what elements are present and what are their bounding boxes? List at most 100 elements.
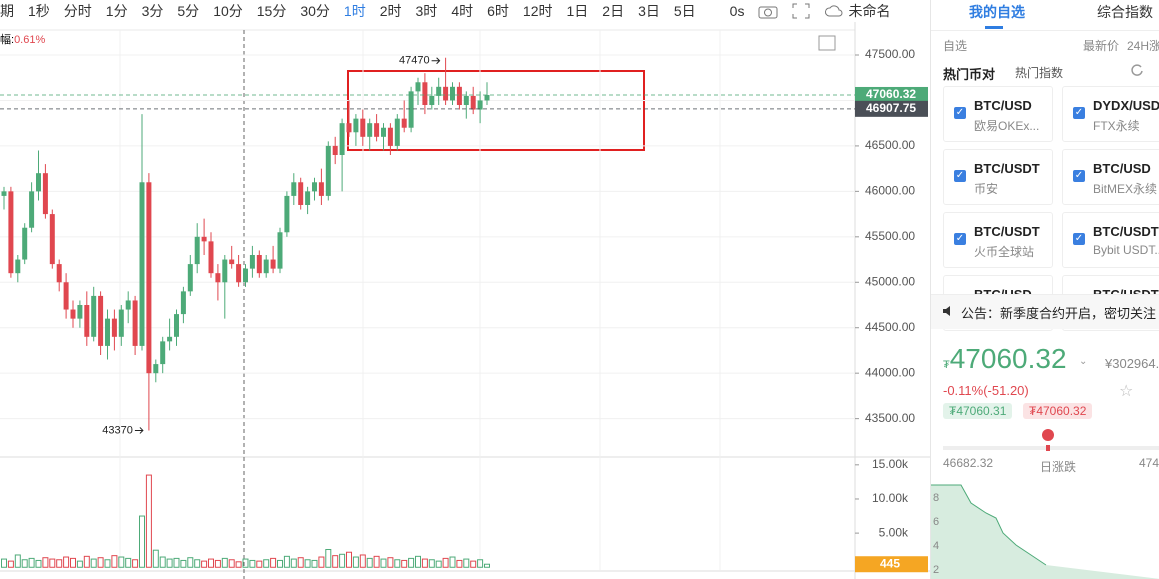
candle-body — [381, 127, 386, 137]
pair-card[interactable]: ✓ BTC/USDT Bybit USDT... — [1062, 212, 1159, 268]
candle-body — [118, 309, 124, 337]
y-tick-label: 44000.00 — [865, 365, 915, 379]
volume-bar — [166, 558, 173, 568]
volume-bar — [380, 558, 387, 568]
volume-bar — [415, 555, 421, 568]
change-label-text: 幅: — [0, 33, 14, 46]
volume-bar — [263, 559, 270, 568]
subtab[interactable]: 热门币对 — [943, 67, 996, 82]
interval-button[interactable]: 1日 — [566, 3, 589, 19]
layout-name[interactable]: 未命名 — [848, 3, 891, 19]
volume-tick-label: 10.00k — [872, 491, 909, 505]
speaker-icon — [943, 306, 950, 316]
volume-bar — [304, 559, 311, 568]
interval-button[interactable]: 1分 — [105, 3, 128, 19]
interval-button[interactable]: 3日 — [638, 3, 660, 19]
candle-body — [484, 94, 490, 101]
highlight-box — [347, 70, 645, 151]
price-tag-label: 46907.75 — [866, 101, 916, 115]
last-price: 47060.32 — [949, 343, 1067, 374]
checkbox: ✓ — [954, 107, 966, 119]
low-label: 43370 — [102, 424, 133, 436]
interval-button[interactable]: 分时 — [63, 3, 92, 19]
pair-card[interactable]: ✓ BTC/USD 欧易OKEx... — [943, 86, 1053, 142]
volume-bar — [28, 557, 35, 568]
candle-body — [367, 123, 373, 137]
tab[interactable]: 我的自选 — [969, 4, 1025, 20]
notice[interactable]: 公告：新季度合约开启，密切关注 — [961, 306, 1157, 321]
volume-bar — [249, 559, 256, 568]
interval-button[interactable]: 2时 — [379, 3, 402, 19]
pair-exchange: BitMEX永续 — [1093, 182, 1158, 196]
candle-body — [263, 259, 269, 274]
candle-body — [36, 173, 41, 192]
candle-body — [394, 118, 400, 146]
interval-button[interactable]: 3分 — [141, 3, 164, 19]
interval-button[interactable]: 1秒 — [28, 3, 50, 19]
interval-button[interactable]: 2日 — [602, 3, 625, 19]
interval-button[interactable]: 期 — [0, 3, 14, 19]
volume-bar — [311, 559, 318, 568]
pair-symbol: BTC/USDT — [974, 224, 1040, 239]
candle-body — [153, 364, 159, 374]
notice-bar — [931, 294, 1159, 329]
volume-bar — [42, 557, 49, 568]
pair-exchange: Bybit USDT... — [1093, 243, 1159, 257]
volume-tick-label: 5.00k — [879, 525, 909, 539]
pair-card[interactable]: ✓ BTC/USDT 火币全球站 — [943, 212, 1053, 268]
tab-underline — [985, 26, 1003, 29]
interval-button[interactable]: 12时 — [522, 3, 553, 19]
volume-bar — [283, 555, 290, 568]
candle-body — [42, 173, 48, 215]
interval-button[interactable]: 4时 — [451, 3, 474, 19]
candle-body — [187, 264, 193, 292]
interval-button[interactable]: 6时 — [487, 3, 509, 19]
refresh-icon[interactable] — [1130, 63, 1144, 77]
candle-body — [229, 259, 235, 265]
volume-bar — [214, 559, 221, 568]
volume-bar — [449, 556, 456, 568]
fullscreen-icon[interactable] — [818, 35, 836, 51]
star-icon[interactable]: ☆ — [1119, 383, 1134, 400]
candle-body — [291, 182, 297, 196]
candle-body — [318, 182, 324, 196]
interval-button[interactable]: 5分 — [177, 3, 200, 19]
candle-body — [105, 318, 110, 346]
volume-bar — [125, 557, 132, 568]
divider — [931, 30, 1159, 31]
camera-icon[interactable] — [758, 3, 778, 19]
tab[interactable]: 综合指数 — [1097, 4, 1153, 20]
price-tag — [855, 100, 928, 117]
interval-button[interactable]: 1时 — [343, 3, 366, 19]
cloud-icon[interactable] — [824, 3, 844, 19]
pair-card[interactable]: ✓ BTC/USDT 币安 — [943, 149, 1053, 205]
interval-button[interactable]: 15分 — [256, 3, 287, 19]
interval-button[interactable]: 5日 — [673, 3, 696, 19]
volume-bar — [56, 559, 63, 568]
volume-bar — [242, 558, 249, 568]
volume-bar — [373, 555, 380, 568]
pair-card[interactable]: ✓ BTC/USD BitMEX永续 — [1062, 149, 1159, 205]
volume-bar — [221, 557, 228, 568]
candle-body — [312, 182, 317, 192]
checkbox: ✓ — [954, 170, 966, 182]
y-tick-label: 46500.00 — [865, 138, 915, 152]
candle-body — [49, 214, 55, 265]
interval-button[interactable]: 10分 — [213, 3, 243, 19]
depth-tick-label: 8 — [933, 492, 940, 504]
volume-bar — [339, 553, 346, 568]
pair-symbol: BTC/USDT — [974, 161, 1040, 176]
volume-bar — [180, 559, 187, 568]
fullscreen-icon[interactable] — [792, 3, 810, 19]
subtab[interactable]: 热门指数 — [1015, 66, 1064, 80]
pair-card[interactable]: ✓ DYDX/USD FTX永续 — [1062, 86, 1159, 142]
candle-body — [284, 195, 290, 233]
volume-bar — [235, 561, 242, 568]
dropdown[interactable]: ⌄ — [1079, 356, 1088, 367]
interval-button[interactable]: 30分 — [300, 3, 330, 19]
volume-bar — [90, 558, 97, 568]
candle-body — [456, 86, 462, 105]
candle-body — [470, 95, 476, 110]
interval-button[interactable]: 3时 — [415, 3, 438, 19]
volume-bar — [442, 557, 449, 568]
